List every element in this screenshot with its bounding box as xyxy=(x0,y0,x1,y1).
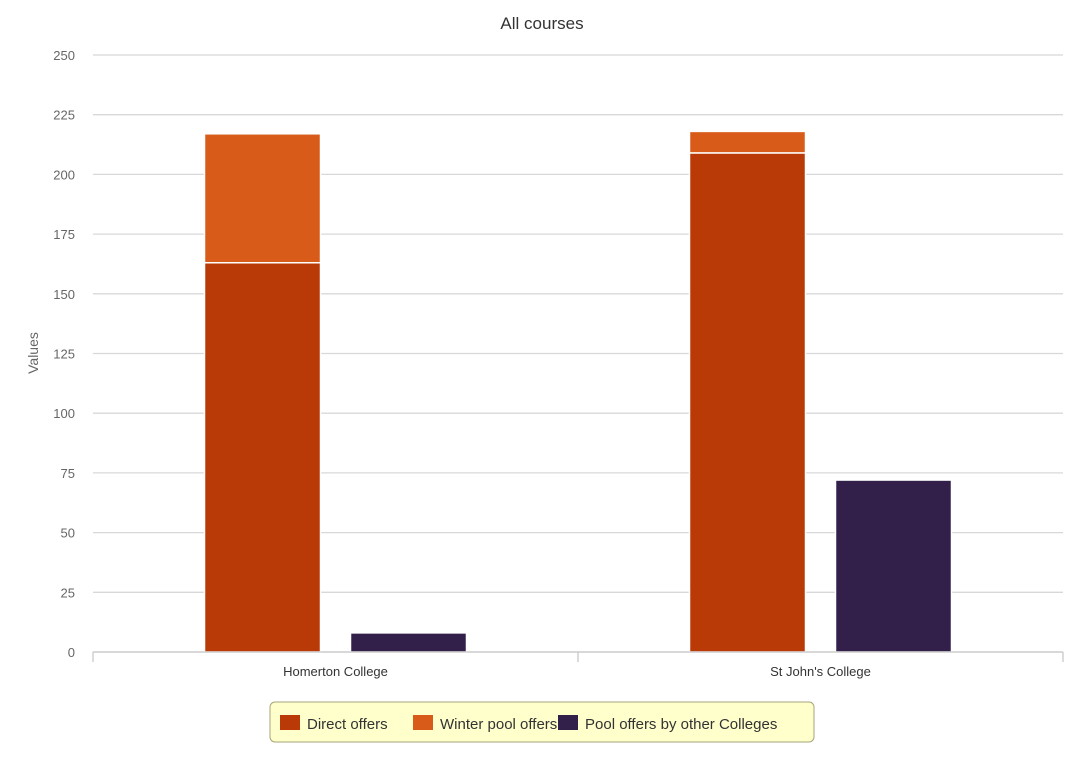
x-tick-label: St John's College xyxy=(770,664,871,679)
bar-direct-offers-st-john-s-college[interactable] xyxy=(688,152,807,653)
legend-item[interactable]: Direct offers xyxy=(280,715,388,733)
bar-pool-offers-by-other-colleges-homerton-college[interactable] xyxy=(349,632,468,653)
bar-winter-pool-offers-homerton-college[interactable] xyxy=(203,133,322,264)
legend: Direct offers Winter pool offers Pool offe… xyxy=(269,701,815,743)
y-axis-label: Values xyxy=(25,332,41,374)
bar-direct-offers-homerton-college[interactable] xyxy=(203,262,322,653)
legend-label: Direct offers xyxy=(307,716,388,733)
y-tick-label: 100 xyxy=(53,406,75,421)
y-tick-label: 175 xyxy=(53,227,75,242)
bar-pool-offers-by-other-colleges-st-john-s-college[interactable] xyxy=(834,479,953,653)
legend-swatch xyxy=(413,715,433,730)
chart-title: All courses xyxy=(500,14,583,33)
bars xyxy=(203,130,953,653)
legend-item[interactable]: Pool offers by other Colleges xyxy=(558,715,777,733)
legend-item[interactable]: Winter pool offers xyxy=(413,715,557,733)
legend-swatch xyxy=(280,715,300,730)
x-tick-label: Homerton College xyxy=(283,664,388,679)
y-tick-label: 150 xyxy=(53,287,75,302)
y-axis-ticks: 0 25 50 75 100 125 150 175 200 225 250 xyxy=(53,48,75,660)
y-tick-label: 125 xyxy=(53,347,75,362)
y-tick-label: 200 xyxy=(53,167,75,182)
y-tick-label: 50 xyxy=(61,526,75,541)
bar-winter-pool-offers-st-john-s-college[interactable] xyxy=(688,130,807,154)
legend-box xyxy=(269,701,815,743)
legend-label: Pool offers by other Colleges xyxy=(585,716,777,733)
legend-swatch xyxy=(558,715,578,730)
legend-label: Winter pool offers xyxy=(440,716,557,733)
y-tick-label: 75 xyxy=(61,466,75,481)
y-tick-label: 0 xyxy=(68,645,75,660)
y-tick-label: 250 xyxy=(53,48,75,63)
y-tick-label: 25 xyxy=(61,585,75,600)
x-axis: Homerton College St John's College xyxy=(92,651,1064,679)
y-tick-label: 225 xyxy=(53,108,75,123)
